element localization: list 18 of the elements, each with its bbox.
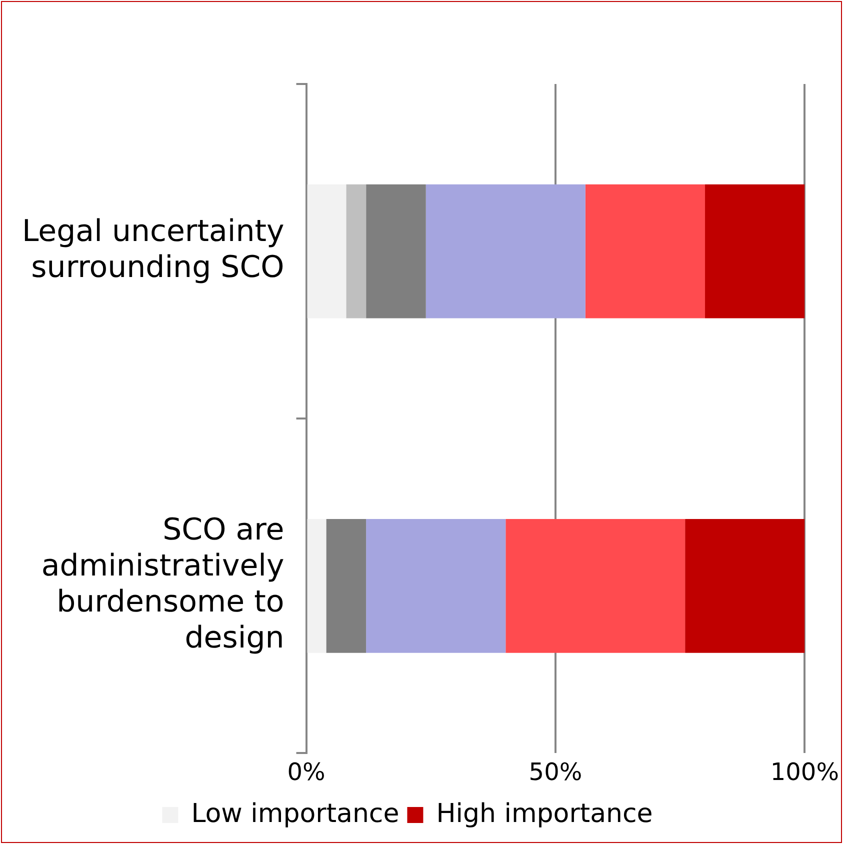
bar <box>426 184 586 318</box>
x-tick-label: 100% <box>770 758 840 786</box>
bar <box>307 518 326 653</box>
legend-label: Low importance <box>191 798 400 829</box>
bar <box>585 184 706 318</box>
bar <box>506 518 686 653</box>
x-tick-label: 0% <box>287 758 326 786</box>
y-tick-label: Legal uncertainty surrounding SCO <box>22 214 284 286</box>
x-tick-label: 50% <box>528 758 582 786</box>
bar <box>366 518 506 653</box>
bar <box>307 184 346 318</box>
legend-label: High importance <box>436 798 653 829</box>
y-tick-label: SCO are administratively burdensome to design <box>41 512 284 656</box>
bar <box>326 518 366 653</box>
bar <box>705 184 805 318</box>
bar <box>366 184 426 318</box>
bar <box>346 184 366 318</box>
bar <box>685 518 805 653</box>
